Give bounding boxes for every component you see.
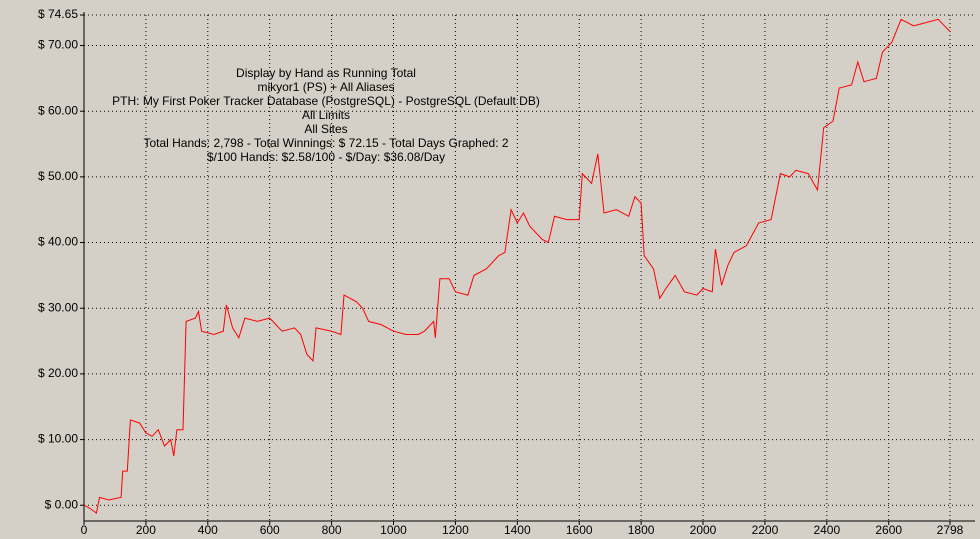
x-tick-label: 800 [322, 523, 342, 537]
x-tick-label: 2000 [690, 523, 717, 537]
x-tick-label: 2400 [813, 523, 840, 537]
annotation-line: $/100 Hands: $2.58/100 - $/Day: $36.08/D… [207, 150, 445, 164]
data-line [83, 18, 951, 514]
y-tick-label: $ 50.00 [38, 169, 78, 183]
x-tick-label: 1800 [628, 523, 655, 537]
y-tick-label: $ 40.00 [38, 235, 78, 249]
annotation-line: mikyor1 (PS) + All Aliases [257, 80, 394, 94]
x-tick-label: 600 [260, 523, 280, 537]
x-tick-label: 2798 [937, 523, 964, 537]
annotation-line: Total Hands: 2,798 - Total Winnings: $ 7… [143, 136, 508, 150]
annotation-line: All Limits [302, 108, 350, 122]
chart-title: Display by Hand as Running Total [236, 66, 416, 80]
x-tick-label: 200 [136, 523, 156, 537]
annotation-line: PTH: My First Poker Tracker Database (Po… [112, 94, 540, 108]
x-tick-label: 2600 [875, 523, 902, 537]
y-tick-label: $ 20.00 [38, 366, 78, 380]
x-tick-label: 2200 [752, 523, 779, 537]
x-tick-label: 1600 [566, 523, 593, 537]
y-tick-label: $ 74.65 [38, 7, 78, 21]
y-tick-label: $ 70.00 [38, 38, 78, 52]
x-tick-label: 0 [81, 523, 88, 537]
x-tick-label: 1200 [442, 523, 469, 537]
y-tick-label: $ 10.00 [38, 432, 78, 446]
y-tick-label: $ 30.00 [38, 300, 78, 314]
y-tick-label: $ 0.00 [45, 497, 79, 511]
x-tick-label: 1400 [504, 523, 531, 537]
y-tick-label: $ 60.00 [38, 103, 78, 117]
x-tick-label: 1000 [380, 523, 407, 537]
annotation-block: Display by Hand as Running Total [236, 66, 416, 80]
x-tick-label: 400 [198, 523, 218, 537]
annotation-line: All Sites [304, 122, 347, 136]
